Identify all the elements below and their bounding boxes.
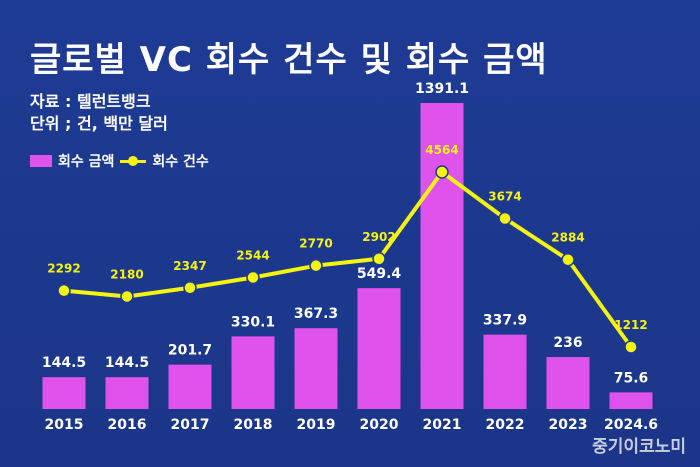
legend: 회수 금액 회수 건수 — [30, 151, 215, 171]
line-point — [624, 340, 638, 354]
line-value-label: 2292 — [47, 262, 80, 276]
bar-amount — [168, 364, 212, 409]
bar-value-label: 330.1 — [231, 314, 275, 330]
bar-value-label: 337.9 — [483, 313, 527, 329]
bar-amount — [231, 336, 275, 409]
x-tick-label: 2023 — [549, 417, 588, 433]
line-point — [435, 165, 449, 179]
bar-amount — [357, 288, 401, 409]
bar-amount — [546, 357, 590, 409]
line-point — [120, 289, 134, 304]
legend-item-count: 회수 건수 — [120, 151, 209, 171]
line-value-label: 2770 — [299, 237, 332, 251]
line-point — [309, 258, 323, 273]
chart-title: 글로벌 VC 회수 건수 및 회수 금액 — [30, 40, 548, 80]
x-tick-label: 2020 — [360, 417, 399, 433]
line-point — [57, 283, 71, 298]
line-point — [246, 270, 260, 285]
bar-amount — [483, 334, 527, 409]
line-value-label: 3674 — [488, 189, 521, 203]
x-tick-label: 2021 — [423, 417, 462, 433]
bar-amount — [105, 377, 149, 409]
bar-value-label: 201.7 — [168, 343, 212, 359]
line-value-label: 4564 — [425, 143, 458, 157]
line-value-label: 2884 — [551, 231, 584, 245]
x-tick-label: 2024.6 — [604, 417, 658, 433]
line-value-label: 2180 — [110, 267, 143, 281]
line-value-label: 2544 — [236, 248, 269, 262]
bar-value-label: 1391.1 — [415, 81, 469, 97]
legend-swatch-bar — [30, 155, 52, 167]
x-tick-label: 2019 — [297, 417, 336, 433]
x-tick-label: 2022 — [486, 417, 525, 433]
line-value-label: 2347 — [173, 259, 206, 273]
line-value-label: 2902 — [362, 230, 395, 244]
line-point — [372, 252, 386, 266]
line-point — [183, 281, 197, 295]
legend-item-amount: 회수 금액 — [30, 151, 114, 171]
bar-amount — [609, 392, 653, 409]
x-tick-label: 2018 — [234, 417, 273, 433]
source-note: 자료 : 텔런트뱅크 — [30, 92, 151, 111]
bar-amount — [420, 103, 464, 409]
line-point — [498, 211, 512, 226]
legend-swatch-line — [120, 155, 147, 167]
legend-label-count: 회수 건수 — [152, 154, 209, 170]
x-tick-label: 2016 — [108, 417, 147, 433]
bar-value-label: 236 — [553, 335, 582, 351]
line-count-series — [63, 170, 633, 349]
x-tick-label: 2015 — [45, 417, 84, 433]
bar-value-label: 144.5 — [105, 355, 149, 371]
bar-value-label: 144.5 — [42, 355, 86, 371]
bar-value-label: 367.3 — [294, 306, 338, 322]
legend-label-amount: 회수 금액 — [58, 154, 115, 170]
bar-amount — [42, 377, 86, 409]
bar-amount — [294, 328, 338, 409]
bar-value-label: 75.6 — [614, 370, 649, 386]
line-value-label: 1212 — [614, 318, 647, 332]
unit-note: 단위 ; 건, 백만 달러 — [30, 114, 168, 133]
line-point — [561, 252, 575, 267]
credit-watermark: 중기이코노미 — [592, 437, 686, 457]
bar-value-label: 549.4 — [357, 266, 402, 282]
x-tick-label: 2017 — [171, 417, 210, 433]
